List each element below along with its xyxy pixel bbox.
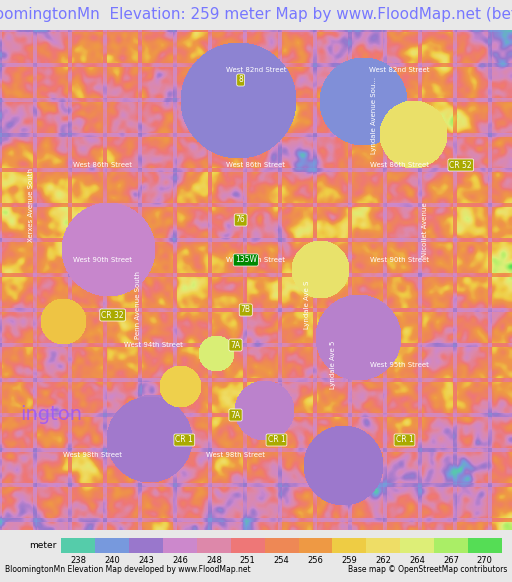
Text: 248: 248 [206,556,222,565]
Text: 8: 8 [238,76,243,84]
FancyBboxPatch shape [434,538,468,553]
Text: West 90th Street: West 90th Street [226,257,286,263]
Text: 267: 267 [443,556,459,565]
FancyBboxPatch shape [197,538,231,553]
Text: West 86th Street: West 86th Street [73,162,132,168]
Text: 7A: 7A [230,340,241,350]
Text: West 98th Street: West 98th Street [62,452,122,458]
Text: 270: 270 [477,556,493,565]
Text: BloomingtonMn  Elevation: 259 meter Map by www.FloodMap.net (beta): BloomingtonMn Elevation: 259 meter Map b… [0,8,512,23]
Text: 7A: 7A [230,410,241,420]
Text: Lyndale Avenue Sou...: Lyndale Avenue Sou... [371,76,377,154]
Text: West 98th Street: West 98th Street [206,452,265,458]
Text: 76: 76 [236,215,246,225]
Text: Lyndale Ave S: Lyndale Ave S [304,281,310,329]
FancyBboxPatch shape [265,538,298,553]
Text: West 94th Street: West 94th Street [124,342,183,348]
Text: West 86th Street: West 86th Street [226,162,286,168]
FancyBboxPatch shape [332,538,366,553]
FancyBboxPatch shape [468,538,502,553]
Text: West 86th Street: West 86th Street [370,162,429,168]
Text: 254: 254 [274,556,289,565]
FancyBboxPatch shape [61,538,95,553]
FancyBboxPatch shape [298,538,332,553]
Text: West 82nd Street: West 82nd Street [226,67,286,73]
Text: Xerxes Avenue South: Xerxes Avenue South [28,168,34,242]
Text: 135W: 135W [235,255,257,264]
FancyBboxPatch shape [231,538,265,553]
Text: 259: 259 [342,556,357,565]
Text: 246: 246 [172,556,188,565]
Text: Penn Avenue South: Penn Avenue South [135,271,141,339]
FancyBboxPatch shape [129,538,163,553]
Text: 251: 251 [240,556,255,565]
Text: West 82nd Street: West 82nd Street [369,67,430,73]
Text: West 90th Street: West 90th Street [370,257,429,263]
Text: CR 52: CR 52 [450,161,472,169]
Text: West 90th Street: West 90th Street [73,257,132,263]
Text: meter: meter [29,541,56,550]
Text: CR 1: CR 1 [268,435,285,445]
FancyBboxPatch shape [400,538,434,553]
Text: 240: 240 [104,556,120,565]
Text: Lyndale Ave 5: Lyndale Ave 5 [330,341,336,389]
Text: CR 1: CR 1 [176,435,193,445]
FancyBboxPatch shape [163,538,197,553]
Text: West 95th Street: West 95th Street [370,362,429,368]
FancyBboxPatch shape [95,538,129,553]
Text: BloomingtonMn Elevation Map developed by www.FloodMap.net: BloomingtonMn Elevation Map developed by… [5,565,251,574]
Text: 7B: 7B [241,306,251,314]
Text: 264: 264 [409,556,425,565]
Text: 243: 243 [138,556,154,565]
Text: CR 32: CR 32 [101,311,124,320]
Text: CR 1: CR 1 [396,435,413,445]
FancyBboxPatch shape [366,538,400,553]
Text: Base map © OpenStreetMap contributors: Base map © OpenStreetMap contributors [348,565,507,574]
Text: 238: 238 [70,556,87,565]
Text: Nicollet Avenue: Nicollet Avenue [422,203,428,257]
Text: ington: ington [20,406,82,424]
Text: 262: 262 [375,556,391,565]
Text: 256: 256 [308,556,324,565]
